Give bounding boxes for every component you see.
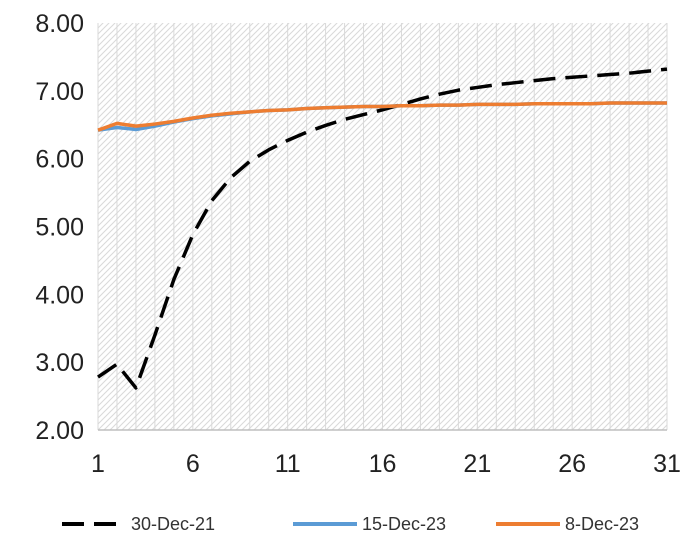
x-tick-label: 1 bbox=[91, 450, 105, 478]
y-tick-label: 6.00 bbox=[35, 146, 84, 174]
axes: 2.003.004.005.006.007.008.001 6 11 16 21 26 31 bbox=[35, 10, 681, 478]
x-tick-label: 6 bbox=[186, 450, 200, 478]
x-tick-label: 11 bbox=[275, 450, 301, 478]
series-line-8-dec-23 bbox=[97, 101, 667, 132]
y-tick-label: 4.00 bbox=[35, 281, 84, 309]
x-tick-label: 21 bbox=[463, 450, 491, 478]
y-tick-label: 7.00 bbox=[35, 78, 84, 106]
series-group bbox=[97, 67, 668, 390]
y-tick-label: 2.00 bbox=[35, 417, 84, 445]
legend-label-30-dec-21: 30-Dec-21 bbox=[131, 514, 215, 534]
legend-label-8-dec-23: 8-Dec-23 bbox=[565, 514, 639, 534]
x-tick-label: 31 bbox=[653, 450, 681, 478]
y-tick-label: 8.00 bbox=[35, 10, 84, 38]
x-tick-label: 26 bbox=[558, 450, 586, 478]
gridlines bbox=[97, 23, 668, 430]
y-tick-label: 3.00 bbox=[35, 349, 84, 377]
x-tick-label: 16 bbox=[369, 450, 397, 478]
legend: 30-Dec-21 15-Dec-23 8-Dec-23 bbox=[62, 514, 639, 534]
y-tick-label: 5.00 bbox=[35, 214, 84, 242]
series-line-30-dec-21 bbox=[97, 67, 668, 390]
legend-label-15-dec-23: 15-Dec-23 bbox=[362, 514, 446, 534]
